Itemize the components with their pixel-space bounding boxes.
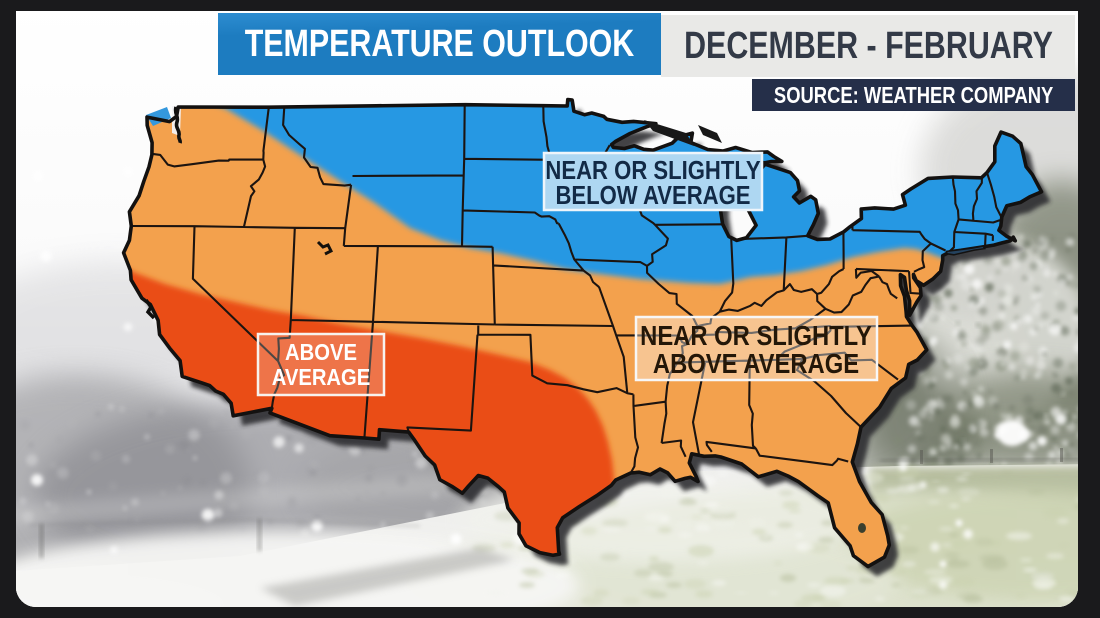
svg-text:NEAR OR SLIGHTLY: NEAR OR SLIGHTLY <box>545 156 760 185</box>
svg-text:AVERAGE: AVERAGE <box>272 364 371 391</box>
svg-text:ABOVE AVERAGE: ABOVE AVERAGE <box>653 347 859 379</box>
svg-text:BELOW AVERAGE: BELOW AVERAGE <box>555 181 750 210</box>
svg-text:NEAR OR SLIGHTLY: NEAR OR SLIGHTLY <box>640 319 872 351</box>
svg-text:ABOVE: ABOVE <box>285 339 357 366</box>
